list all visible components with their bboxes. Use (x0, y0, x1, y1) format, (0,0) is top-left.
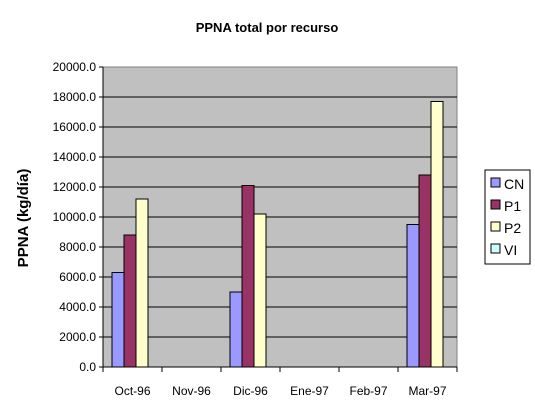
legend-swatch-p1 (490, 199, 501, 210)
bar-p2-mar-97 (430, 101, 444, 368)
legend-swatch-p2 (490, 221, 501, 232)
x-tick-label: Feb-97 (349, 384, 387, 398)
legend-swatch-vi (490, 243, 501, 254)
y-axis-label: PPNA (kg/día) (15, 169, 32, 268)
bar-cn-oct-96 (111, 272, 125, 368)
y-tick-label: 14000.0 (53, 150, 97, 164)
y-tick-labels: 0.0 2000.0 4000.0 6000.0 8000.0 10000.0 12000.… (53, 60, 103, 374)
y-tick-label: 2000.0 (59, 330, 96, 344)
y-tick-label: 8000.0 (59, 240, 96, 254)
x-tick-label: Oct-96 (114, 384, 150, 398)
y-tick-label: 4000.0 (59, 300, 96, 314)
legend: CN P1 P2 VI (484, 169, 531, 265)
bar-p2-oct-96 (135, 198, 149, 368)
legend-label-cn: CN (504, 176, 524, 192)
x-tick-label: Nov-96 (172, 384, 211, 398)
legend-label-p1: P1 (504, 198, 521, 214)
y-tick-label: 6000.0 (59, 270, 96, 284)
bar-p2-dic-96 (253, 213, 267, 368)
x-tick-labels: Oct-96 Nov-96 Dic-96 Ene-97 Feb-97 Mar-97 (102, 367, 458, 398)
y-tick-label: 18000.0 (53, 90, 97, 104)
chart-title: PPNA total por recurso (196, 20, 339, 35)
y-tick-label: 0.0 (79, 360, 96, 374)
bars (111, 101, 444, 368)
legend-swatch-cn (490, 177, 501, 188)
bar-p1-mar-97 (418, 174, 432, 368)
grid-lines (103, 96, 457, 338)
y-tick-label: 20000.0 (53, 60, 97, 74)
bar-p1-dic-96 (241, 185, 255, 368)
bar-p1-oct-96 (123, 234, 137, 368)
x-tick-label: Ene-97 (290, 384, 329, 398)
y-tick-label: 16000.0 (53, 120, 97, 134)
legend-items: CN P1 P2 VI (490, 176, 524, 258)
x-tick-label: Mar-97 (408, 384, 446, 398)
legend-label-vi: VI (504, 242, 517, 258)
y-tick-label: 10000.0 (53, 210, 97, 224)
bar-cn-mar-97 (406, 224, 420, 368)
bar-cn-dic-96 (229, 291, 243, 368)
x-tick-label: Dic-96 (233, 384, 268, 398)
y-tick-label: 12000.0 (53, 180, 97, 194)
legend-label-p2: P2 (504, 220, 521, 236)
